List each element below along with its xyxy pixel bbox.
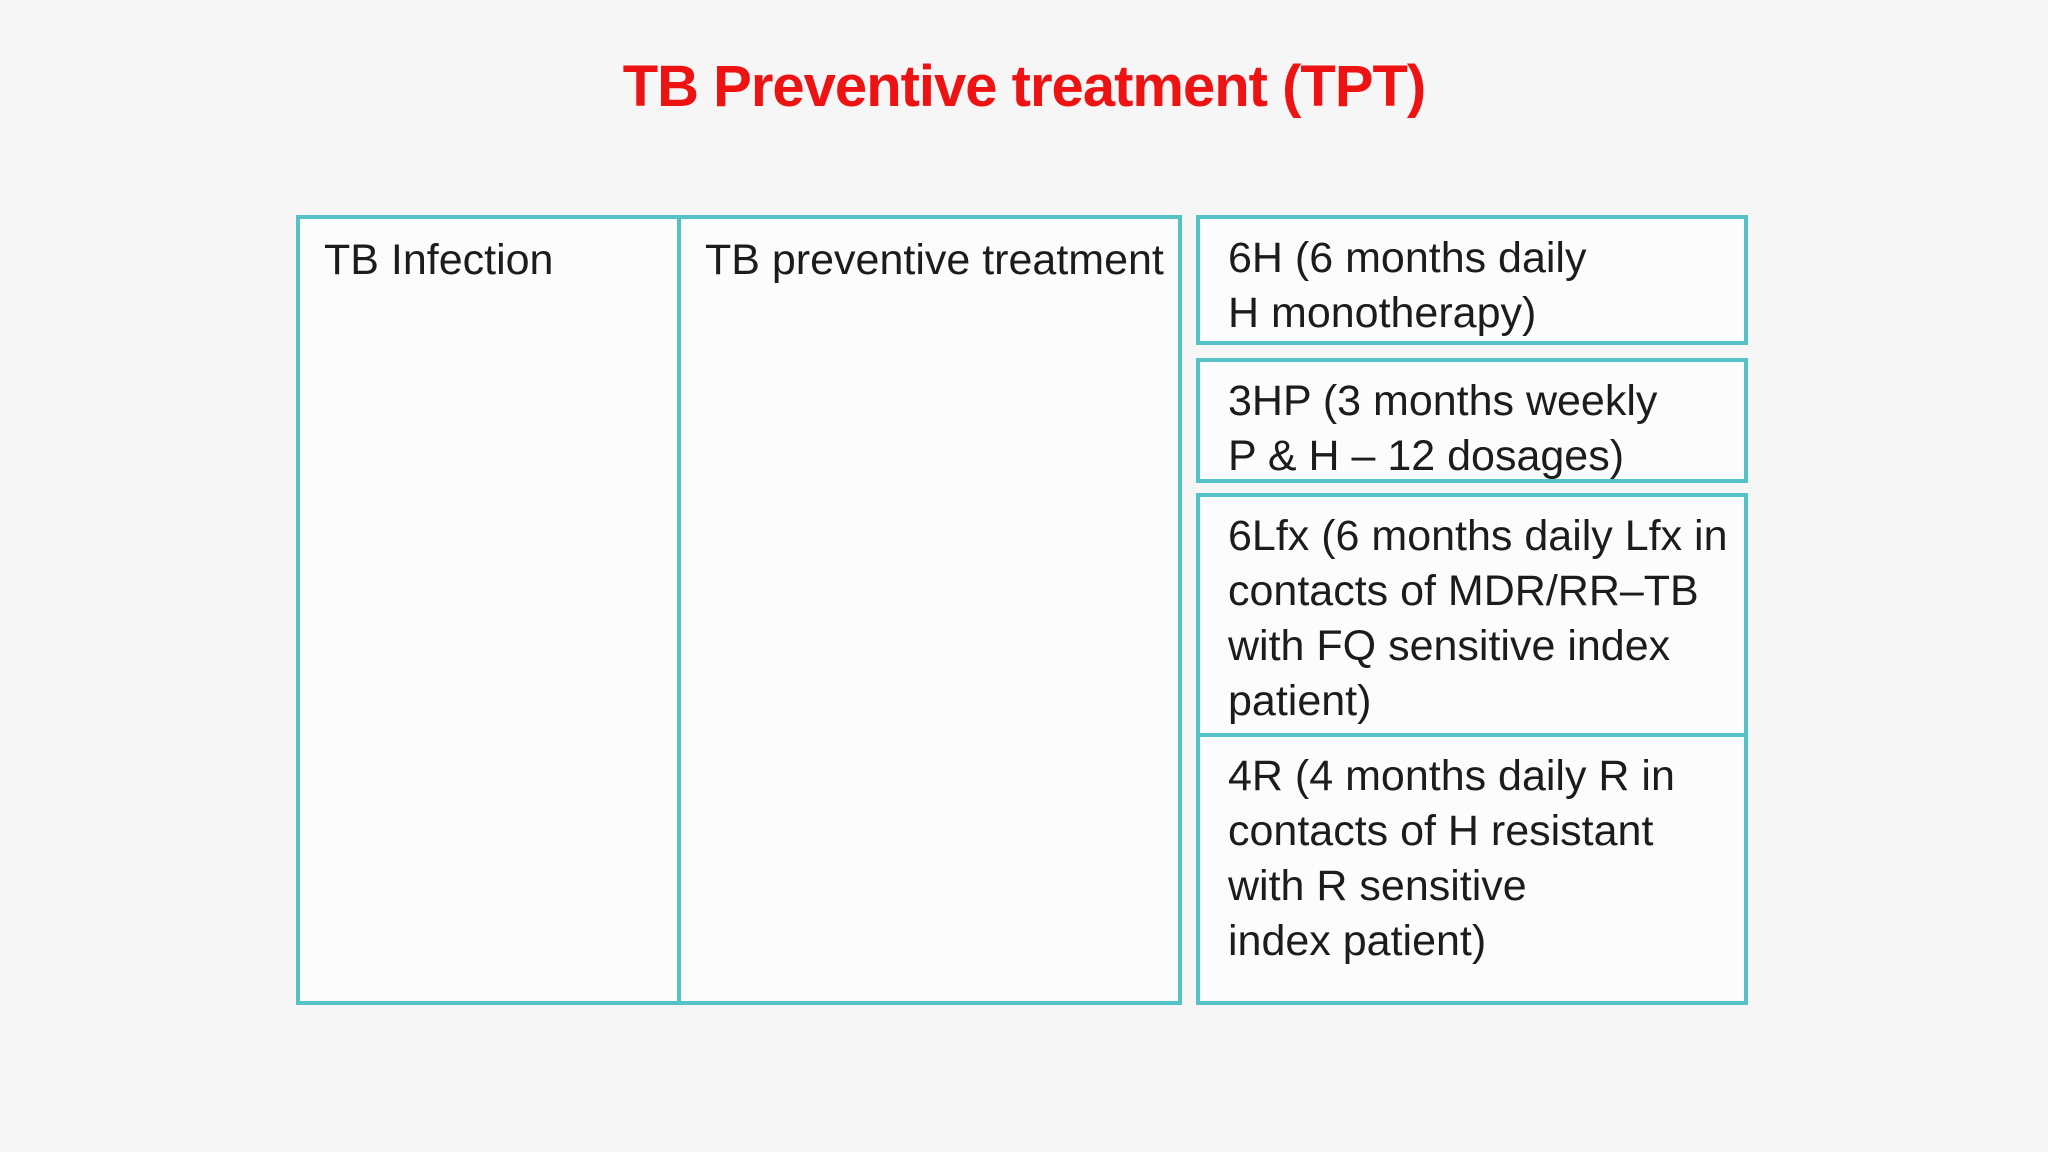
cell-tb-preventive-treatment: TB preventive treatment	[705, 236, 1164, 284]
page-title: TB Preventive treatment (TPT)	[622, 54, 1427, 119]
regimen-cell-4r: 4R (4 months daily R in contacts of H re…	[1196, 733, 1748, 1005]
tpt-table: TB Infection TB preventive treatment 6H …	[296, 215, 1748, 1005]
regimen-cell-6lfx: 6Lfx (6 months daily Lfx in contacts of …	[1196, 493, 1748, 737]
tpt-table-main-columns: TB Infection TB preventive treatment	[296, 215, 1182, 1005]
regimen-cell-3hp: 3HP (3 months weekly P & H – 12 dosages)	[1196, 358, 1748, 483]
regimen-list: 6H (6 months daily H monotherapy) 3HP (3…	[1196, 215, 1748, 1005]
cell-tb-infection: TB Infection	[300, 219, 681, 1001]
regimen-cell-6h: 6H (6 months daily H monotherapy)	[1196, 215, 1748, 345]
